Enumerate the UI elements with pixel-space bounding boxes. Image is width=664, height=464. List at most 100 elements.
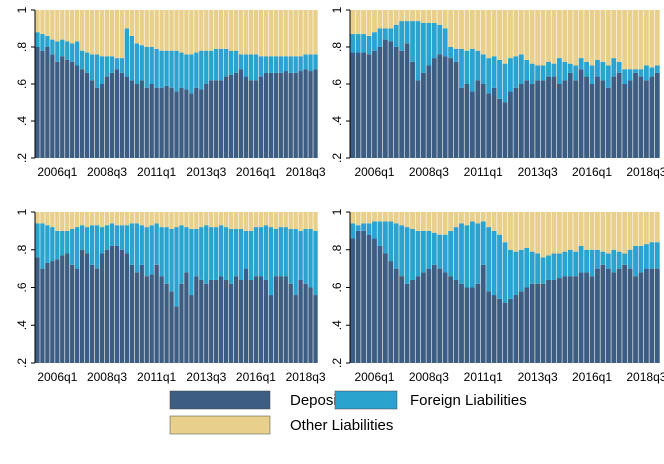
bar-segment — [223, 48, 229, 77]
bar-segment — [535, 10, 541, 66]
bar-segment — [410, 279, 415, 363]
bar-segment — [573, 65, 579, 81]
bar-segment — [298, 212, 303, 231]
bar-segment — [508, 58, 513, 92]
bar-segment — [622, 69, 628, 84]
bar-segment — [45, 47, 50, 158]
bar-segment — [55, 41, 60, 62]
bar-segment — [415, 21, 421, 81]
bar-segment — [174, 306, 179, 363]
bar-segment — [415, 230, 421, 277]
bar-segment — [415, 10, 421, 22]
bar-segment — [298, 10, 303, 57]
x-tick-label: 2016q1 — [572, 165, 612, 179]
x-tick-label: 2008q3 — [87, 165, 127, 179]
bar-segment — [508, 212, 513, 250]
bar-segment — [556, 84, 562, 158]
bar-segment — [104, 249, 110, 363]
bar-segment — [399, 225, 405, 277]
bar-segment — [453, 279, 459, 363]
bar-segment — [308, 10, 313, 55]
bar-segment — [70, 10, 75, 44]
bar-segment — [258, 212, 264, 228]
bar-segment — [164, 283, 169, 363]
bar-segment — [288, 10, 293, 57]
bar-segment — [595, 249, 600, 269]
bar-segment — [219, 10, 224, 49]
bar-segment — [214, 227, 219, 280]
bar-segment — [480, 212, 486, 222]
bar-segment — [99, 56, 105, 84]
bar-segment — [238, 54, 244, 70]
bar-segment — [540, 283, 546, 363]
bar-segment — [199, 10, 204, 51]
bar-segment — [144, 87, 149, 158]
bar-segment — [60, 56, 65, 158]
bar-segment — [589, 84, 595, 158]
bar-segment — [228, 10, 234, 51]
bar-segment — [486, 93, 492, 158]
bar-segment — [263, 72, 269, 158]
bar-segment — [633, 212, 638, 246]
bar-segment — [491, 295, 497, 363]
bar-segment — [94, 268, 100, 363]
bar-segment — [366, 54, 372, 158]
bar-segment — [573, 80, 579, 158]
bar-segment — [40, 10, 45, 35]
bar-segment — [573, 276, 579, 363]
bar-segment — [361, 223, 367, 231]
bar-segment — [313, 69, 318, 158]
bar-segment — [154, 10, 159, 49]
bar-segment — [303, 54, 308, 70]
bar-segment — [518, 10, 524, 55]
legend-swatch — [334, 390, 398, 410]
bar-segment — [99, 227, 105, 254]
bar-segment — [45, 10, 50, 36]
bar-segment — [79, 10, 85, 51]
bar-segment — [529, 212, 535, 252]
series: Other Liabilities — [350, 212, 660, 258]
bar-segment — [643, 244, 649, 269]
bar-segment — [313, 54, 318, 70]
bar-segment — [204, 50, 209, 84]
bar-segment — [584, 61, 589, 77]
bar-segment — [382, 221, 388, 254]
bar-segment — [578, 10, 584, 59]
bar-segment — [431, 264, 437, 363]
bar-segment — [139, 212, 144, 226]
bar-segment — [497, 10, 502, 60]
bar-segment — [50, 212, 55, 228]
bar-segment — [273, 276, 278, 363]
bar-segment — [616, 10, 622, 62]
bar-segment — [502, 63, 508, 103]
bar-segment — [50, 39, 55, 55]
bar-segment — [60, 230, 65, 256]
bar-segment — [313, 212, 318, 231]
bar-segment — [248, 80, 254, 158]
bar-segment — [194, 10, 199, 53]
bar-segment — [65, 253, 70, 363]
bar-segment — [223, 279, 229, 363]
bar-segment — [502, 302, 508, 363]
bar-segment — [298, 230, 303, 280]
bar-segment — [70, 43, 75, 62]
bar-segment — [169, 50, 174, 88]
bar-segment — [114, 212, 120, 226]
bar-segment — [94, 225, 100, 269]
bar-segment — [459, 223, 464, 284]
bar-segment — [366, 35, 372, 55]
bar-segment — [179, 10, 184, 53]
bar-segment — [480, 84, 486, 158]
bar-segment — [442, 56, 448, 158]
bar-segment — [268, 10, 274, 57]
bar-segment — [184, 54, 189, 90]
bar-segment — [40, 268, 45, 363]
bar-segment — [154, 48, 159, 88]
bar-segment — [238, 212, 244, 229]
bar-segment — [497, 59, 502, 99]
bar-segment — [308, 212, 313, 229]
bar-segment — [89, 264, 95, 363]
bar-segment — [442, 28, 448, 57]
bar-segment — [540, 212, 546, 258]
